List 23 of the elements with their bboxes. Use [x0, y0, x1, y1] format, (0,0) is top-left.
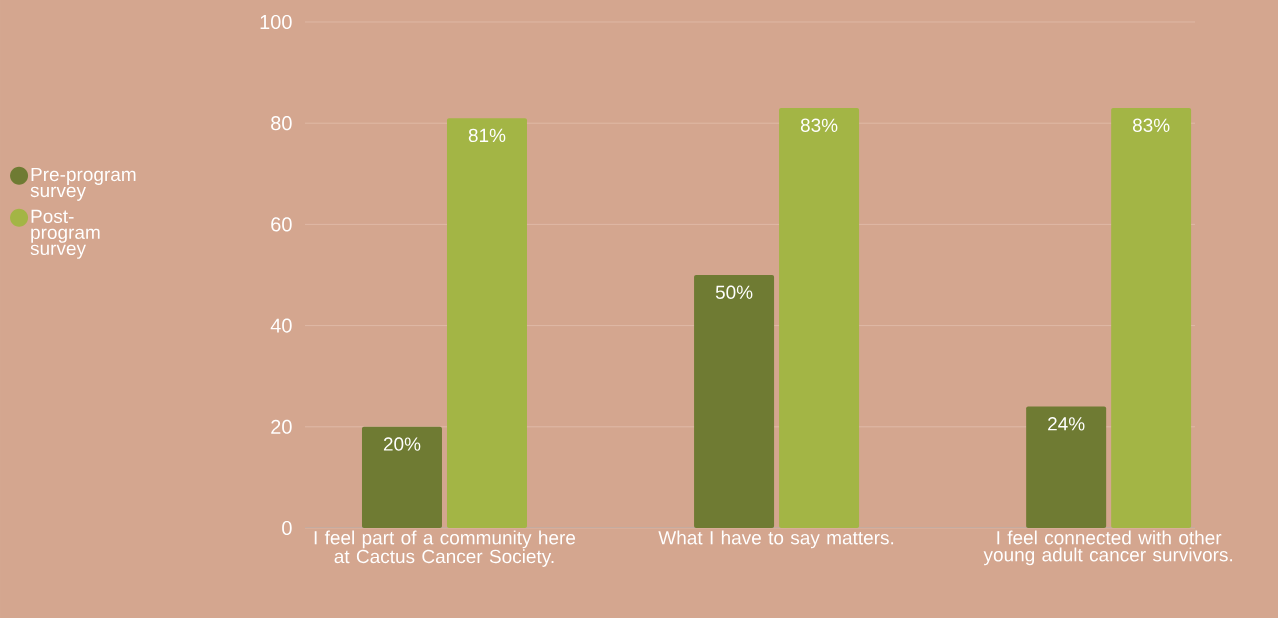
data-label: 83% [800, 118, 838, 132]
bar [694, 274, 775, 528]
data-label: 81% [468, 128, 506, 143]
data-label: 83% [1132, 118, 1170, 132]
bar [1026, 406, 1107, 528]
y-tick-label: 0 [282, 520, 292, 536]
y-tick-label: 100 [260, 14, 292, 30]
data-label: 20% [383, 437, 421, 451]
data-label: 50% [715, 285, 753, 299]
bar [361, 426, 442, 528]
bar [779, 108, 860, 528]
y-tick-label: 80 [271, 116, 292, 131]
bar [1111, 108, 1192, 528]
y-tick-label: 40 [270, 318, 292, 333]
legend-label: Pre-program survey [30, 167, 136, 201]
bar [446, 118, 527, 528]
x-tick-label: What I have to say matters. [658, 530, 894, 549]
x-tick-label: I feel part of a community here at Cactus Cancer Society. [314, 530, 576, 567]
data-label: 24% [1048, 417, 1085, 431]
legend-label: Post-program survey [30, 209, 100, 259]
y-tick-label: 60 [271, 217, 292, 232]
y-tick-label: 20 [271, 419, 292, 434]
x-tick-label: I feel connected with other young adult cancer survivors. [983, 530, 1232, 566]
